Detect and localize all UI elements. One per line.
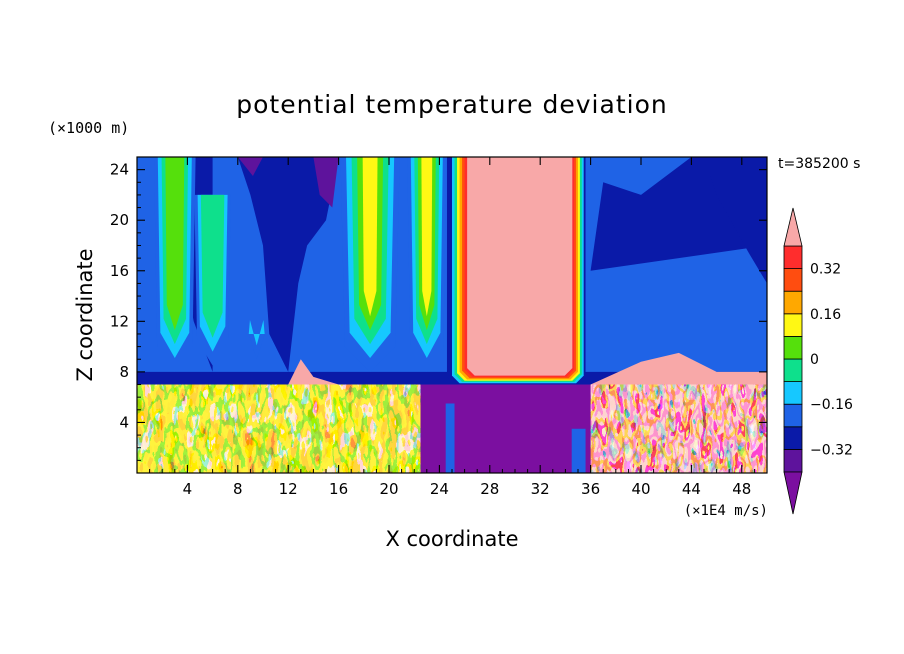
x-tick-label: 28 (480, 480, 499, 498)
x-tick-label: 44 (682, 480, 701, 498)
purple-patch (237, 157, 263, 176)
colorbar: 0.32 0.16 0 −0.16 −0.32 (783, 207, 853, 515)
colorbar-segment (783, 245, 803, 270)
y-tick-label: 4 (119, 413, 129, 431)
colorbar-segment (783, 268, 803, 292)
warm-column-band (467, 157, 573, 376)
colorbar-tick-label: −0.32 (810, 442, 853, 458)
x-tick-label: 16 (329, 480, 348, 498)
y-tick-label: 16 (110, 262, 129, 280)
time-label: t=385200 s (778, 156, 860, 172)
dark-blue-region (704, 157, 767, 284)
dark-blue-region (275, 157, 314, 208)
x-tick-label: 8 (233, 480, 243, 498)
y-tick-label: 8 (119, 363, 129, 381)
colorbar-tick-label: 0.16 (810, 307, 841, 323)
colorbar-tick-label: 0.32 (810, 262, 841, 278)
colorbar-segment (783, 290, 803, 315)
colorbar-segment (783, 426, 803, 450)
x-tick-label: 4 (183, 480, 193, 498)
y-tick-label: 20 (110, 211, 129, 229)
chart-title: potential temperature deviation (236, 90, 667, 119)
plume-band (200, 194, 225, 338)
x-tick-label: 36 (581, 480, 600, 498)
colorbar-tick-label: 0 (810, 352, 819, 368)
warm-patch (590, 352, 767, 385)
colorbar-segment (783, 448, 803, 473)
plume-band (421, 157, 433, 317)
y-axis-label: Z coordinate (73, 248, 97, 381)
y-axis-unit: (×1000 m) (48, 119, 129, 137)
plume-band (247, 333, 267, 360)
y-tick-label: 24 (110, 161, 129, 179)
x-tick-label: 32 (531, 480, 550, 498)
cold-pool-streak (445, 403, 455, 473)
colorbar-tick-label: −0.16 (810, 397, 853, 413)
colorbar-segment (783, 358, 803, 383)
colorbar-min-arrow (783, 471, 803, 515)
warm-patch (288, 359, 339, 385)
y-axis: 4 8 12 16 20 24 (110, 161, 767, 461)
y-tick-label: 12 (110, 312, 129, 330)
x-tick-label: 24 (430, 480, 449, 498)
x-axis-unit: (×1E4 m/s) (684, 503, 768, 519)
purple-patch (313, 157, 339, 208)
x-axis-label: X coordinate (385, 527, 518, 551)
colorbar-segment (783, 381, 803, 405)
plume-band (248, 320, 265, 346)
x-tick-label: 48 (732, 480, 751, 498)
colorbar-segment (783, 335, 803, 360)
x-tick-label: 40 (631, 480, 650, 498)
x-axis: 4 8 12 16 20 24 28 32 36 40 44 48 (149, 157, 755, 498)
colorbar-max-arrow (783, 207, 803, 247)
plume-band (165, 157, 185, 331)
colorbar-segment (783, 313, 803, 337)
colorbar-segment (783, 403, 803, 428)
plot-area (137, 157, 767, 473)
dark-blue-region (237, 157, 339, 372)
x-tick-label: 20 (379, 480, 398, 498)
x-tick-label: 12 (279, 480, 298, 498)
plume-band (362, 157, 378, 317)
turbulent-layer-left (137, 384, 421, 473)
cold-pool-streak (571, 428, 586, 473)
turbulent-layer-right (590, 384, 767, 473)
